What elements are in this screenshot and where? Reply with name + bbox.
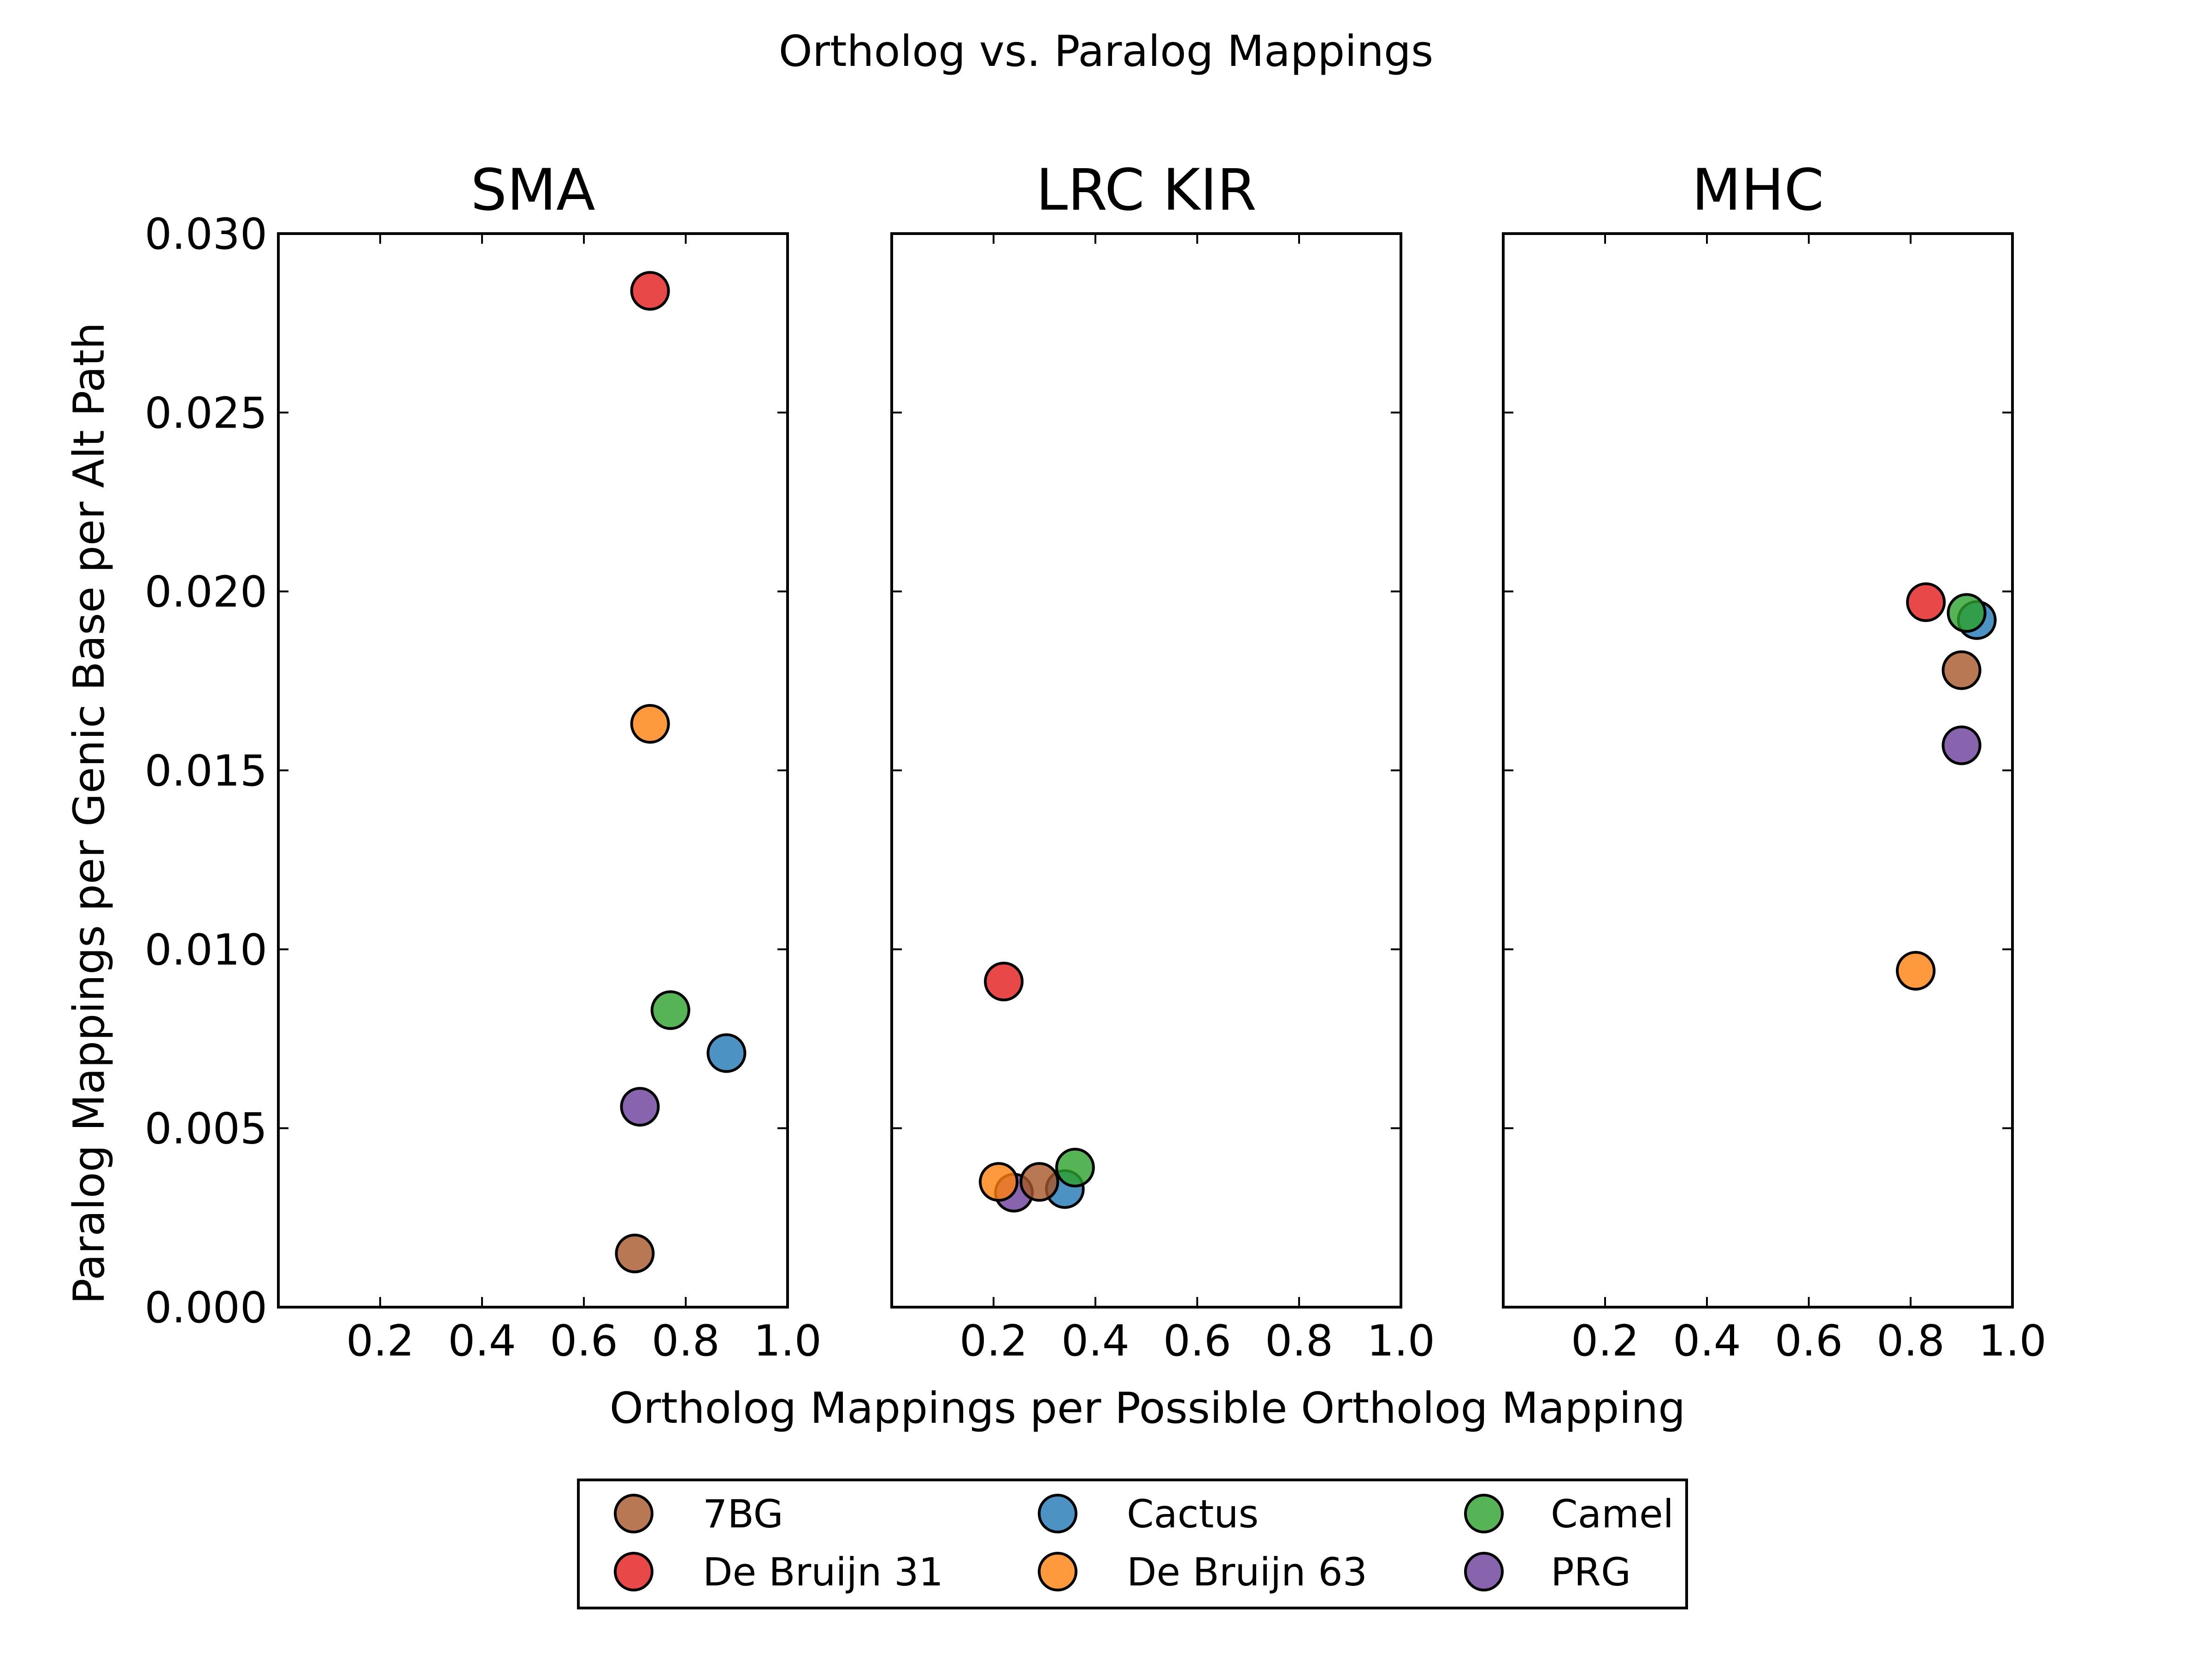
x-tick-label: 0.2: [959, 1316, 1028, 1366]
point-de-bruijn-31: [630, 271, 670, 311]
point-prg: [1941, 725, 1982, 765]
panels-layer: SMA 0.2 0.4 0.6 0.8 1.0 0.000 0.005 0.010 0.015 0.…: [145, 157, 2047, 1366]
point-de-bruijn-31: [1906, 582, 1946, 622]
plot-frame-sma: [277, 232, 789, 1309]
point-de-bruijn-63: [630, 704, 670, 744]
y-tick-label: 0.005: [145, 1104, 267, 1154]
panel-sma: SMA 0.2 0.4 0.6 0.8 1.0 0.000 0.005 0.010 0.015 0.…: [145, 157, 822, 1366]
x-tick-label: 0.2: [1571, 1316, 1639, 1366]
legend-marker-prg: [1464, 1552, 1504, 1591]
x-tick-label: 0.8: [1877, 1316, 1945, 1366]
legend-marker-de-bruijn-31: [614, 1552, 653, 1591]
legend-label-de-bruijn-31: De Bruijn 31: [703, 1549, 943, 1595]
y-tick-label: 0.000: [145, 1283, 267, 1332]
y-tick-label: 0.010: [145, 925, 267, 974]
y-tick-label: 0.020: [145, 567, 267, 617]
chart-suptitle: Ortholog vs. Paralog Mappings: [779, 26, 1434, 76]
panel-mhc: MHC 0.2 0.4 0.6 0.8 1.0: [1502, 157, 2047, 1366]
legend-label-de-bruijn-63: De Bruijn 63: [1127, 1549, 1367, 1595]
plot-frame-lrc-kir: [890, 232, 1402, 1309]
x-tick-label: 0.8: [1265, 1316, 1333, 1366]
x-tick-label: 0.2: [346, 1316, 414, 1366]
point-de-bruijn-63: [979, 1162, 1019, 1202]
x-tick-label: 0.4: [1673, 1316, 1741, 1366]
x-tick-label: 0.8: [652, 1316, 720, 1366]
y-axis-label: Paralog Mappings per Genic Base per Alt …: [64, 322, 114, 1304]
panel-lrc-kir: LRC KIR 0.2 0.4 0.6 0.8 1.0: [890, 157, 1435, 1366]
legend-marker-cactus: [1038, 1494, 1077, 1533]
point-cactus: [706, 1033, 747, 1073]
y-tick-label: 0.030: [145, 209, 267, 259]
x-tick-label: 1.0: [753, 1316, 822, 1366]
plot-frame-mhc: [1502, 232, 2014, 1309]
point-de-bruijn-31: [984, 962, 1024, 1002]
y-tick-label: 0.015: [145, 746, 267, 796]
legend-frame: [577, 1479, 1688, 1609]
legend-label-7bg: 7BG: [703, 1491, 783, 1537]
x-tick-label: 0.6: [550, 1316, 618, 1366]
legend-marker-de-bruijn-63: [1038, 1552, 1077, 1591]
panel-title-mhc: MHC: [1692, 157, 1824, 223]
x-tick-label: 0.4: [448, 1316, 516, 1366]
legend: 7BG Cactus Camel De Bruijn 31 De Bruijn 63 PR…: [577, 1479, 1688, 1609]
x-tick-label: 0.6: [1775, 1316, 1843, 1366]
panel-title-lrc-kir: LRC KIR: [1036, 157, 1257, 223]
x-axis-label: Ortholog Mappings per Possible Ortholog …: [610, 1383, 1686, 1433]
legend-label-prg: PRG: [1551, 1549, 1631, 1595]
point-de-bruijn-63: [1896, 951, 1936, 991]
point-7bg: [615, 1233, 655, 1274]
point-prg: [620, 1087, 660, 1127]
x-tick-label: 0.6: [1163, 1316, 1231, 1366]
legend-marker-camel: [1464, 1494, 1504, 1533]
point-camel: [650, 990, 690, 1030]
point-7bg: [1019, 1162, 1059, 1202]
legend-label-cactus: Cactus: [1127, 1491, 1259, 1537]
x-tick-label: 1.0: [1978, 1316, 2047, 1366]
legend-marker-7bg: [614, 1494, 653, 1533]
x-tick-label: 0.4: [1061, 1316, 1130, 1366]
panel-title-sma: SMA: [471, 157, 595, 223]
point-camel: [1055, 1148, 1095, 1188]
point-7bg: [1941, 650, 1982, 690]
point-camel: [1947, 593, 1987, 633]
y-tick-label: 0.025: [145, 388, 267, 438]
legend-label-camel: Camel: [1551, 1491, 1674, 1537]
x-tick-label: 1.0: [1367, 1316, 1435, 1366]
